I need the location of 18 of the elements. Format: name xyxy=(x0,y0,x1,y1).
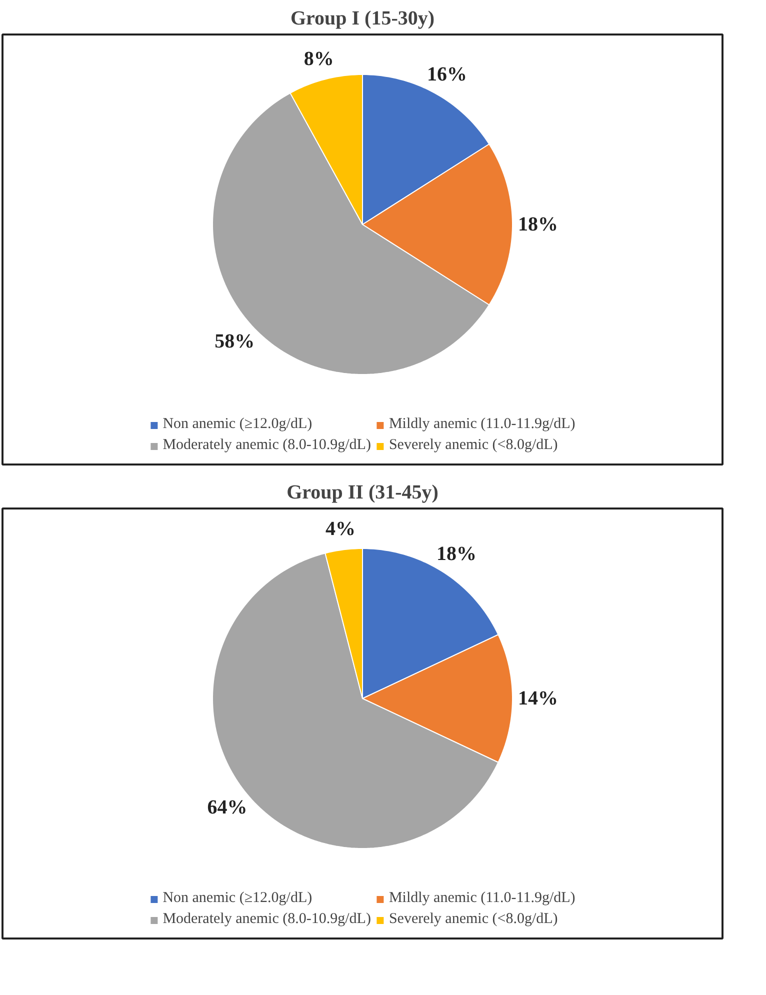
legend-label: Severely anemic (<8.0g/dL) xyxy=(388,437,558,454)
data-label: 14% xyxy=(518,688,558,710)
data-label: 18% xyxy=(518,214,558,236)
data-label: 4% xyxy=(326,518,356,540)
data-label: 8% xyxy=(304,48,334,70)
data-label: 18% xyxy=(436,543,477,566)
legend-label: Moderately anemic (8.0-10.9g/dL) xyxy=(162,911,371,928)
chart-title: Group I (15-30y) xyxy=(290,8,435,30)
data-label: 64% xyxy=(207,796,248,818)
legend-label: Severely anemic (<8.0g/dL) xyxy=(388,911,558,928)
legend-label: Non anemic (≥12.0g/dL) xyxy=(162,416,312,433)
legend-label: Moderately anemic (8.0-10.9g/dL) xyxy=(162,437,371,454)
legend-label: Mildly anemic (11.0-11.9g/dL) xyxy=(388,890,576,907)
data-label: 16% xyxy=(427,64,468,86)
legend-label: Mildly anemic (11.0-11.9g/dL) xyxy=(388,416,576,433)
data-label: 58% xyxy=(214,330,255,353)
legend-label: Non anemic (≥12.0g/dL) xyxy=(162,890,312,907)
chart-title: Group II (31-45y) xyxy=(286,482,438,504)
